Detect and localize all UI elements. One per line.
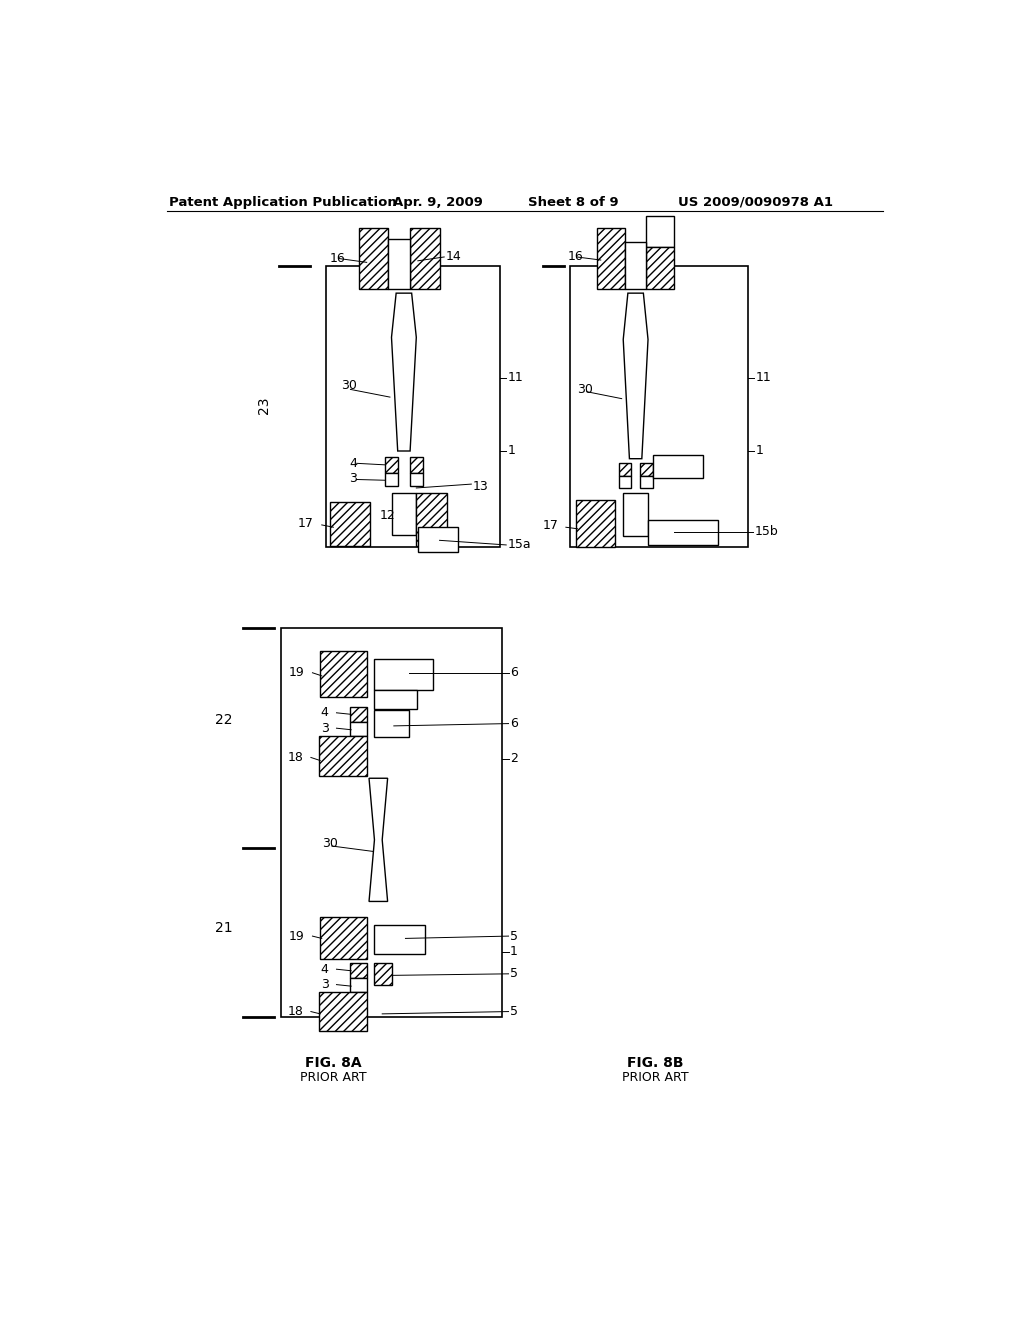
Bar bbox=[318, 737, 367, 776]
Text: 15b: 15b bbox=[755, 525, 778, 539]
Text: PRIOR ART: PRIOR ART bbox=[300, 1071, 367, 1084]
Bar bbox=[640, 477, 652, 488]
Bar bbox=[597, 228, 625, 289]
Bar bbox=[410, 457, 423, 473]
Bar bbox=[375, 964, 391, 985]
Bar bbox=[618, 462, 631, 477]
Text: 18: 18 bbox=[288, 751, 303, 764]
Bar bbox=[652, 455, 703, 478]
Bar bbox=[648, 520, 718, 545]
Polygon shape bbox=[391, 293, 417, 451]
Text: 12: 12 bbox=[380, 510, 395, 523]
Text: 14: 14 bbox=[445, 251, 462, 264]
Bar bbox=[418, 527, 458, 552]
Text: 4: 4 bbox=[321, 706, 329, 719]
Text: 5: 5 bbox=[510, 929, 518, 942]
Text: 15a: 15a bbox=[508, 539, 531, 552]
Text: 4: 4 bbox=[321, 962, 329, 975]
Bar bbox=[330, 502, 370, 546]
Text: FIG. 8B: FIG. 8B bbox=[627, 1056, 683, 1071]
Text: 13: 13 bbox=[473, 480, 488, 492]
Bar bbox=[417, 492, 447, 546]
Text: 4: 4 bbox=[349, 457, 356, 470]
Text: 30: 30 bbox=[578, 383, 593, 396]
Bar bbox=[321, 917, 367, 960]
Text: 1: 1 bbox=[510, 945, 518, 958]
Text: 3: 3 bbox=[349, 473, 356, 486]
Bar bbox=[640, 462, 652, 477]
Bar bbox=[349, 964, 367, 978]
Text: 30: 30 bbox=[323, 837, 338, 850]
Text: 5: 5 bbox=[510, 1005, 518, 1018]
Polygon shape bbox=[624, 293, 648, 459]
Bar bbox=[375, 924, 425, 954]
Text: 11: 11 bbox=[756, 371, 771, 384]
Text: 5: 5 bbox=[510, 968, 518, 981]
Bar bbox=[646, 216, 675, 247]
Text: 1: 1 bbox=[756, 445, 764, 458]
Text: 2: 2 bbox=[510, 752, 518, 766]
Text: 19: 19 bbox=[289, 667, 305, 680]
Text: 30: 30 bbox=[341, 379, 357, 392]
Text: PRIOR ART: PRIOR ART bbox=[622, 1071, 688, 1084]
Bar bbox=[618, 477, 631, 488]
Bar bbox=[624, 494, 648, 536]
Bar bbox=[385, 457, 397, 473]
Text: 1: 1 bbox=[508, 445, 516, 458]
Bar bbox=[375, 659, 432, 689]
Text: 22: 22 bbox=[215, 714, 232, 727]
Bar bbox=[391, 492, 417, 535]
Text: 16: 16 bbox=[567, 251, 584, 264]
Text: 6: 6 bbox=[510, 717, 518, 730]
Bar bbox=[349, 978, 367, 993]
Text: Apr. 9, 2009: Apr. 9, 2009 bbox=[393, 195, 483, 209]
Bar bbox=[359, 228, 388, 289]
Text: 3: 3 bbox=[321, 722, 329, 735]
Bar bbox=[349, 722, 367, 737]
Polygon shape bbox=[369, 779, 388, 902]
Text: Sheet 8 of 9: Sheet 8 of 9 bbox=[528, 195, 618, 209]
Bar bbox=[625, 242, 646, 289]
Bar bbox=[646, 247, 675, 289]
Bar bbox=[318, 993, 367, 1031]
Bar bbox=[385, 473, 397, 487]
Bar bbox=[326, 267, 500, 548]
Text: 18: 18 bbox=[288, 1005, 303, 1018]
Bar bbox=[349, 706, 367, 722]
Bar bbox=[575, 499, 614, 548]
Text: US 2009/0090978 A1: US 2009/0090978 A1 bbox=[678, 195, 834, 209]
Bar bbox=[375, 710, 410, 738]
Bar bbox=[388, 239, 410, 289]
Text: 3: 3 bbox=[321, 978, 329, 991]
Text: Patent Application Publication: Patent Application Publication bbox=[169, 195, 397, 209]
Bar bbox=[410, 228, 439, 289]
Bar bbox=[569, 267, 748, 548]
Text: 17: 17 bbox=[543, 519, 558, 532]
Text: 19: 19 bbox=[289, 929, 305, 942]
Bar bbox=[410, 473, 423, 487]
Bar bbox=[375, 689, 417, 709]
Bar bbox=[321, 651, 367, 697]
Text: 11: 11 bbox=[508, 371, 523, 384]
Bar bbox=[282, 628, 503, 1016]
Text: 6: 6 bbox=[510, 667, 518, 680]
Text: 21: 21 bbox=[215, 921, 232, 936]
Text: 16: 16 bbox=[330, 252, 345, 265]
Text: FIG. 8A: FIG. 8A bbox=[305, 1056, 361, 1071]
Text: 23: 23 bbox=[257, 396, 270, 413]
Text: 17: 17 bbox=[298, 517, 314, 529]
